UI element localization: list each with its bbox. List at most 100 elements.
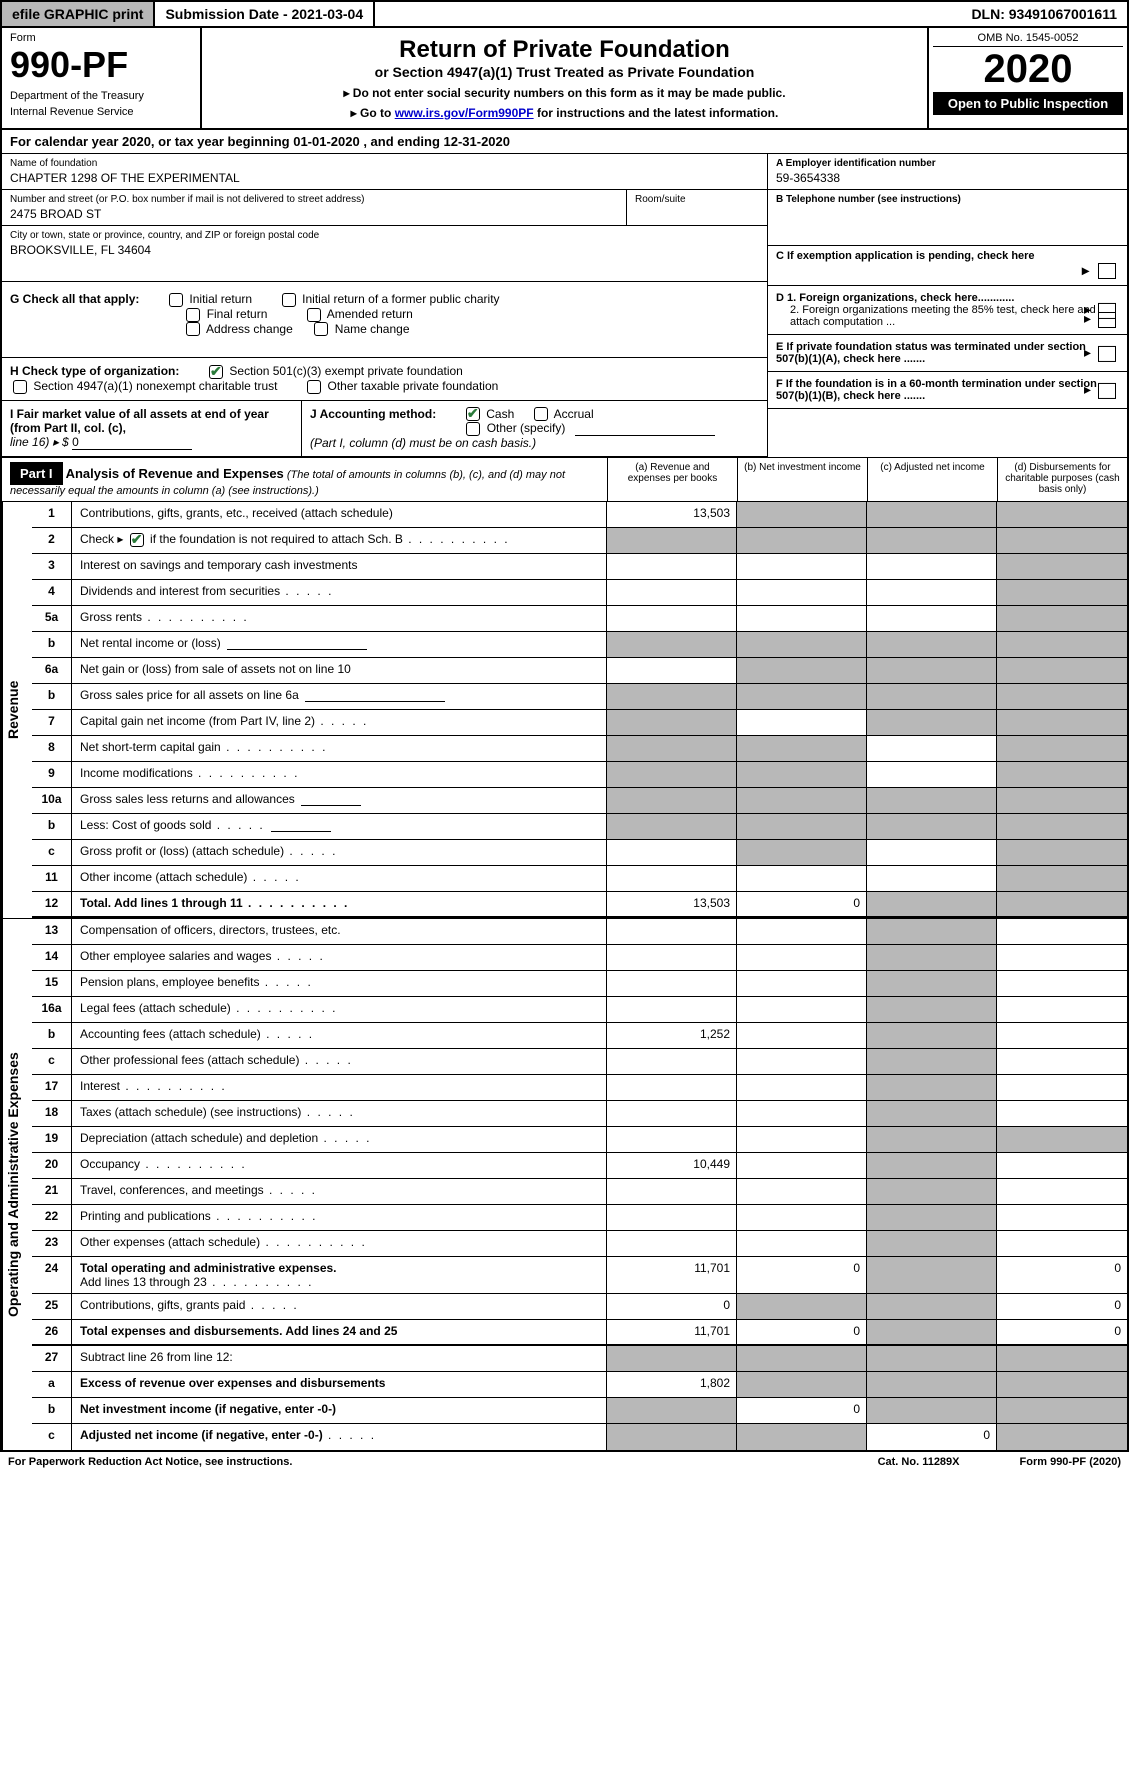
g-initial-return: Initial return [189, 292, 252, 306]
r21-desc: Travel, conferences, and meetings [72, 1179, 607, 1204]
r13-desc: Compensation of officers, directors, tru… [72, 919, 607, 944]
form-number: 990-PF [10, 44, 192, 86]
j-accrual: Accrual [554, 407, 594, 421]
i-title: I Fair market value of all assets at end… [10, 407, 269, 435]
g-address-cb[interactable] [186, 322, 200, 336]
col-d-header: (d) Disbursements for charitable purpose… [997, 458, 1127, 501]
r27a-desc: Excess of revenue over expenses and disb… [72, 1372, 607, 1397]
r15-desc: Pension plans, employee benefits [72, 971, 607, 996]
note-ssn: ▸ Do not enter social security numbers o… [218, 86, 911, 100]
r26-a: 11,701 [607, 1320, 737, 1344]
g-initial-former: Initial return of a former public charit… [302, 292, 499, 306]
r18-desc: Taxes (attach schedule) (see instruction… [72, 1101, 607, 1126]
table-row: 10aGross sales less returns and allowanc… [32, 788, 1127, 814]
r19-desc: Depreciation (attach schedule) and deple… [72, 1127, 607, 1152]
expenses-side-label: Operating and Administrative Expenses [2, 919, 32, 1450]
r27a-a: 1,802 [607, 1372, 737, 1397]
tel-label: B Telephone number (see instructions) [776, 194, 1119, 205]
g-initial-return-cb[interactable] [169, 293, 183, 307]
r24-desc: Total operating and administrative expen… [72, 1257, 607, 1293]
table-row: 17Interest [32, 1075, 1127, 1101]
i-j-row: I Fair market value of all assets at end… [2, 401, 767, 458]
r24-a: 11,701 [607, 1257, 737, 1293]
ein-label: A Employer identification number [776, 158, 1119, 169]
efile-print-btn[interactable]: efile GRAPHIC print [2, 2, 155, 26]
j-other-cb[interactable] [466, 422, 480, 436]
address-cell: Number and street (or P.O. box number if… [2, 190, 767, 226]
irs-link[interactable]: www.irs.gov/Form990PF [395, 106, 534, 120]
d1-label: D 1. Foreign organizations, check here..… [776, 292, 1014, 304]
j-other-input[interactable] [575, 422, 715, 436]
j-accrual-cb[interactable] [534, 407, 548, 421]
r10b-desc: Less: Cost of goods sold [72, 814, 607, 839]
note-link: ▸ Go to www.irs.gov/Form990PF for instru… [218, 106, 911, 120]
f-checkbox[interactable] [1098, 383, 1116, 399]
g-amended-cb[interactable] [307, 308, 321, 322]
r25-desc: Contributions, gifts, grants paid [72, 1294, 607, 1319]
g-final-cb[interactable] [186, 308, 200, 322]
r2-checkbox[interactable] [130, 533, 144, 547]
r14-desc: Other employee salaries and wages [72, 945, 607, 970]
g-name-cb[interactable] [314, 322, 328, 336]
c-label: C If exemption application is pending, c… [776, 250, 1035, 262]
footer-catno: Cat. No. 11289X [878, 1456, 960, 1468]
r17-desc: Interest [72, 1075, 607, 1100]
entity-info: Name of foundation CHAPTER 1298 OF THE E… [0, 154, 1129, 286]
table-row: 13Compensation of officers, directors, t… [32, 919, 1127, 945]
r20-desc: Occupancy [72, 1153, 607, 1178]
g-final: Final return [207, 307, 268, 321]
h-other-cb[interactable] [307, 380, 321, 394]
ein-value: 59-3654338 [776, 171, 1119, 185]
r5a-desc: Gross rents [72, 606, 607, 631]
j-cash-cb[interactable] [466, 407, 480, 421]
r27c-c: 0 [867, 1424, 997, 1450]
g-name: Name change [335, 322, 410, 336]
table-row: 12Total. Add lines 1 through 1113,5030 [32, 892, 1127, 918]
h-4947: Section 4947(a)(1) nonexempt charitable … [33, 379, 277, 393]
table-row: cOther professional fees (attach schedul… [32, 1049, 1127, 1075]
r12-desc: Total. Add lines 1 through 11 [72, 892, 607, 916]
top-bar: efile GRAPHIC print Submission Date - 20… [0, 0, 1129, 28]
g-address: Address change [206, 322, 293, 336]
e-checkbox[interactable] [1098, 346, 1116, 362]
arrow-icon [1084, 381, 1091, 398]
table-row: bAccounting fees (attach schedule)1,252 [32, 1023, 1127, 1049]
j-note: (Part I, column (d) must be on cash basi… [310, 436, 536, 450]
table-row: bNet investment income (if negative, ent… [32, 1398, 1127, 1424]
c-checkbox[interactable] [1098, 263, 1116, 279]
form-subtitle: or Section 4947(a)(1) Trust Treated as P… [218, 64, 911, 80]
expenses-table: Operating and Administrative Expenses 13… [0, 919, 1129, 1452]
part1-header: Part I Analysis of Revenue and Expenses … [0, 457, 1129, 502]
checks-area: G Check all that apply: Initial return I… [0, 286, 1129, 457]
d2-checkbox[interactable] [1098, 312, 1116, 328]
f-label: F If the foundation is in a 60-month ter… [776, 378, 1097, 402]
r16b-a: 1,252 [607, 1023, 737, 1048]
e-row: E If private foundation status was termi… [768, 335, 1127, 372]
dept-treasury: Department of the Treasury [10, 90, 192, 102]
foundation-name-cell: Name of foundation CHAPTER 1298 OF THE E… [2, 154, 767, 190]
dln-number: DLN: 93491067001611 [961, 2, 1127, 26]
table-row: 18Taxes (attach schedule) (see instructi… [32, 1101, 1127, 1127]
table-row: 1Contributions, gifts, grants, etc., rec… [32, 502, 1127, 528]
calendar-year-line: For calendar year 2020, or tax year begi… [0, 130, 1129, 154]
r4-desc: Dividends and interest from securities [72, 580, 607, 605]
room-suite-cell: Room/suite [627, 190, 767, 225]
note-goto-prefix: ▸ Go to [351, 106, 395, 120]
r10c-desc: Gross profit or (loss) (attach schedule) [72, 840, 607, 865]
d1-row: D 1. Foreign organizations, check here..… [768, 286, 1127, 335]
table-row: 8Net short-term capital gain [32, 736, 1127, 762]
h-4947-cb[interactable] [13, 380, 27, 394]
g-title: G Check all that apply: [10, 292, 139, 306]
h-title: H Check type of organization: [10, 364, 179, 378]
r16b-desc: Accounting fees (attach schedule) [72, 1023, 607, 1048]
tax-year: 2020 [933, 47, 1123, 92]
i-line16: line 16) ▸ $ [10, 435, 69, 449]
city-cell: City or town, state or province, country… [2, 226, 767, 282]
foundation-name: CHAPTER 1298 OF THE EXPERIMENTAL [10, 171, 759, 185]
r26-d: 0 [997, 1320, 1127, 1344]
table-row: 23Other expenses (attach schedule) [32, 1231, 1127, 1257]
table-row: 11Other income (attach schedule) [32, 866, 1127, 892]
table-row: bNet rental income or (loss) [32, 632, 1127, 658]
g-initial-former-cb[interactable] [282, 293, 296, 307]
h-501c3-cb[interactable] [209, 365, 223, 379]
